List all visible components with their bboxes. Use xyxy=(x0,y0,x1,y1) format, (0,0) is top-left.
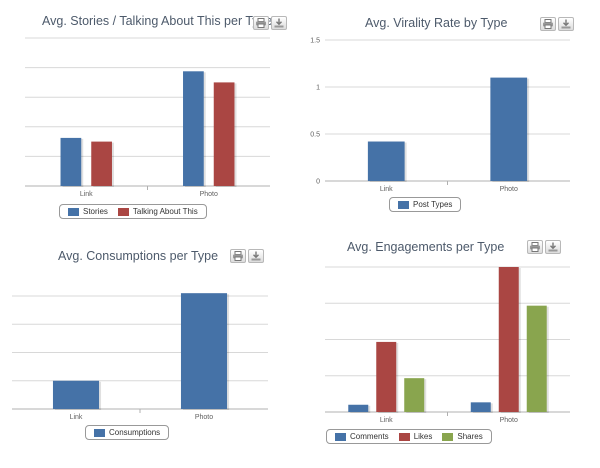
bar-comments-photo[interactable] xyxy=(470,402,491,412)
y-tick-label: 1.5 xyxy=(310,38,320,45)
chart-legend: Post Types xyxy=(389,197,462,212)
x-tick-label: Link xyxy=(380,417,393,424)
bar-consumptions-link[interactable] xyxy=(52,380,100,409)
bar-consumptions-photo[interactable] xyxy=(180,293,228,409)
legend-swatch xyxy=(442,432,454,441)
print-button[interactable] xyxy=(230,249,246,263)
legend-label: Post Types xyxy=(413,200,453,209)
legend-item[interactable]: Comments xyxy=(335,432,389,441)
plot-area: Link Photo xyxy=(325,266,570,424)
y-tick-label: 1 xyxy=(316,85,320,92)
plot-area: 0 0.5 1 1.5 Link Photo xyxy=(310,38,570,193)
print-button[interactable] xyxy=(540,17,556,31)
x-tick-label: Photo xyxy=(500,186,518,193)
x-tick-label: Link xyxy=(380,186,393,193)
bar-stories-link[interactable] xyxy=(60,137,82,186)
bar-post-types-link[interactable] xyxy=(367,141,405,181)
chart-legend: Stories Talking About This xyxy=(59,204,207,219)
y-tick-label: 0 xyxy=(316,179,320,186)
chart-legend: Consumptions xyxy=(85,425,170,440)
bar-talking-about-this-link[interactable] xyxy=(91,141,112,186)
legend-item[interactable]: Stories xyxy=(68,207,108,216)
legend-item[interactable]: Consumptions xyxy=(94,428,160,437)
x-tick-label: Photo xyxy=(200,191,218,198)
legend-label: Consumptions xyxy=(109,428,161,437)
x-tick-label: Photo xyxy=(195,414,213,421)
chart-title: Avg. Consumptions per Type xyxy=(58,249,219,263)
chart-title: Avg. Stories / Talking About This per Ty… xyxy=(42,14,273,28)
legend-swatch xyxy=(94,428,105,437)
bar-comments-link[interactable] xyxy=(348,404,369,412)
legend-item[interactable]: Post Types xyxy=(398,200,452,209)
legend-swatch xyxy=(68,207,79,216)
legend-swatch xyxy=(335,432,346,441)
y-tick-label: 0.5 xyxy=(310,132,320,139)
legend-item[interactable]: Shares xyxy=(442,432,483,441)
chart-title: Avg. Engagements per Type xyxy=(347,240,505,254)
bar-likes-photo[interactable] xyxy=(498,267,519,412)
x-tick-label: Link xyxy=(80,191,93,198)
bar-talking-about-this-photo[interactable] xyxy=(213,82,235,186)
legend-swatch xyxy=(117,207,129,216)
legend-swatch xyxy=(398,432,410,441)
legend-swatch xyxy=(398,200,409,209)
chart-title: Avg. Virality Rate by Type xyxy=(365,16,508,30)
print-button[interactable] xyxy=(527,240,543,254)
legend-label: Shares xyxy=(457,432,483,441)
plot-area: Link Photo xyxy=(12,293,268,421)
legend-label: Likes xyxy=(413,432,433,441)
legend-label: Talking About This xyxy=(132,207,198,216)
legend-item[interactable]: Talking About This xyxy=(117,207,198,216)
export-button[interactable] xyxy=(545,240,561,254)
legend-item[interactable]: Likes xyxy=(398,432,433,441)
x-tick-label: Photo xyxy=(500,417,518,424)
legend-label: Stories xyxy=(83,207,108,216)
legend-label: Comments xyxy=(350,432,389,441)
print-button[interactable] xyxy=(253,16,269,30)
export-button[interactable] xyxy=(558,17,574,31)
export-button[interactable] xyxy=(248,249,264,263)
bar-likes-link[interactable] xyxy=(376,341,397,412)
export-button[interactable] xyxy=(271,16,287,30)
x-tick-label: Link xyxy=(70,414,83,421)
bar-shares-link[interactable] xyxy=(404,378,425,412)
bar-shares-photo[interactable] xyxy=(526,305,547,412)
bar-stories-photo[interactable] xyxy=(183,71,204,186)
chart-legend: Comments Likes Shares xyxy=(326,429,492,444)
plot-area: Link Photo xyxy=(25,37,270,198)
bar-post-types-photo[interactable] xyxy=(490,77,528,181)
